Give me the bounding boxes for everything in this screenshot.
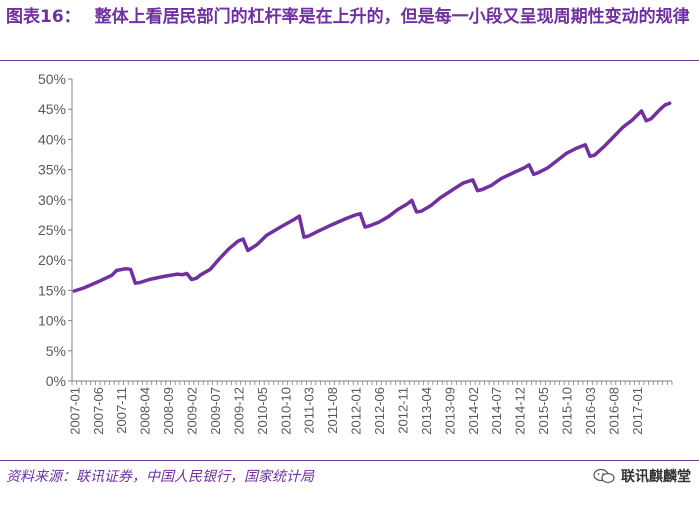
x-tick-label: 2012-11 [395, 387, 410, 434]
x-tick-label: 2010-05 [255, 387, 270, 435]
y-axis: 0% 5% 10% 15% 20% 25% 30% 35% 40% 45% 50% [38, 71, 73, 389]
y-tick-label: 35% [38, 162, 66, 178]
series [72, 101, 672, 293]
x-tick-label: 2016-08 [606, 387, 621, 435]
x-tick-label: 2008-09 [161, 387, 176, 435]
y-tick-label: 20% [38, 252, 66, 268]
line-chart: 0%5%10%15%20%25%30%35%40%45%50% 2007-01 2… [38, 71, 673, 435]
figure-title: 整体上看居民部门的杠杆率是在上升的，但是每一小段又呈现周期性变动的规律 [94, 7, 690, 27]
x-tick-label: 2010-10 [278, 387, 293, 435]
figure-label: 图表16： [6, 7, 81, 27]
y-tick-label: 5% [46, 343, 66, 359]
x-tick-label: 2007-11 [114, 387, 129, 434]
x-tick-label: 2009-12 [231, 387, 246, 435]
y-tick-label: 40% [38, 131, 66, 147]
y-tick-label: 10% [38, 313, 66, 329]
brand: 联讯麒麟堂 [593, 466, 691, 486]
x-tick-label: 2009-07 [208, 387, 223, 435]
source-note: 资料来源：联讯证券，中国人民银行，国家统计局 [6, 469, 314, 485]
wechat-icon [593, 468, 615, 484]
x-tick-label: 2014-02 [466, 387, 481, 435]
x-tick-label: 2008-04 [138, 387, 153, 435]
x-tick-label: 2016-03 [583, 387, 598, 435]
x-tick-label: 2015-10 [560, 387, 575, 435]
x-axis: 2007-01 2007-06 2007-11 2008-04 2008-09 2009-… [67, 380, 673, 435]
x-tick-label: 2015-05 [536, 387, 551, 435]
y-tick-label: 25% [38, 222, 66, 238]
x-tick-label: 2013-09 [442, 387, 457, 435]
x-tick-label: 2007-06 [91, 387, 106, 435]
brand-name: 联讯麒麟堂 [621, 469, 691, 485]
series-line [72, 101, 672, 293]
chart-title: 图表16： 整体上看居民部门的杠杆率是在上升的，但是每一小段又呈现周期性变动的规律 [6, 4, 694, 30]
bottom-divider [0, 460, 699, 461]
top-divider [0, 60, 699, 61]
x-tick-label: 2007-01 [67, 387, 82, 435]
x-tick-label: 2011-08 [325, 387, 340, 434]
x-tick-label: 2014-12 [513, 387, 528, 435]
y-tick-label: 45% [38, 101, 66, 117]
x-tick-label: 2013-04 [419, 387, 434, 435]
x-tick-label: 2014-07 [489, 387, 504, 435]
y-tick-label: 30% [38, 192, 66, 208]
y-tick-label: 50% [38, 71, 66, 87]
y-tick-label: 0% [46, 373, 66, 389]
y-tick-label: 15% [38, 282, 66, 298]
x-tick-label: 2009-02 [185, 387, 200, 435]
x-tick-label: 2012-06 [372, 387, 387, 435]
x-tick-label: 2012-01 [349, 387, 364, 435]
x-tick-label: 2011-03 [302, 387, 317, 434]
x-tick-label: 2017-01 [630, 387, 645, 435]
